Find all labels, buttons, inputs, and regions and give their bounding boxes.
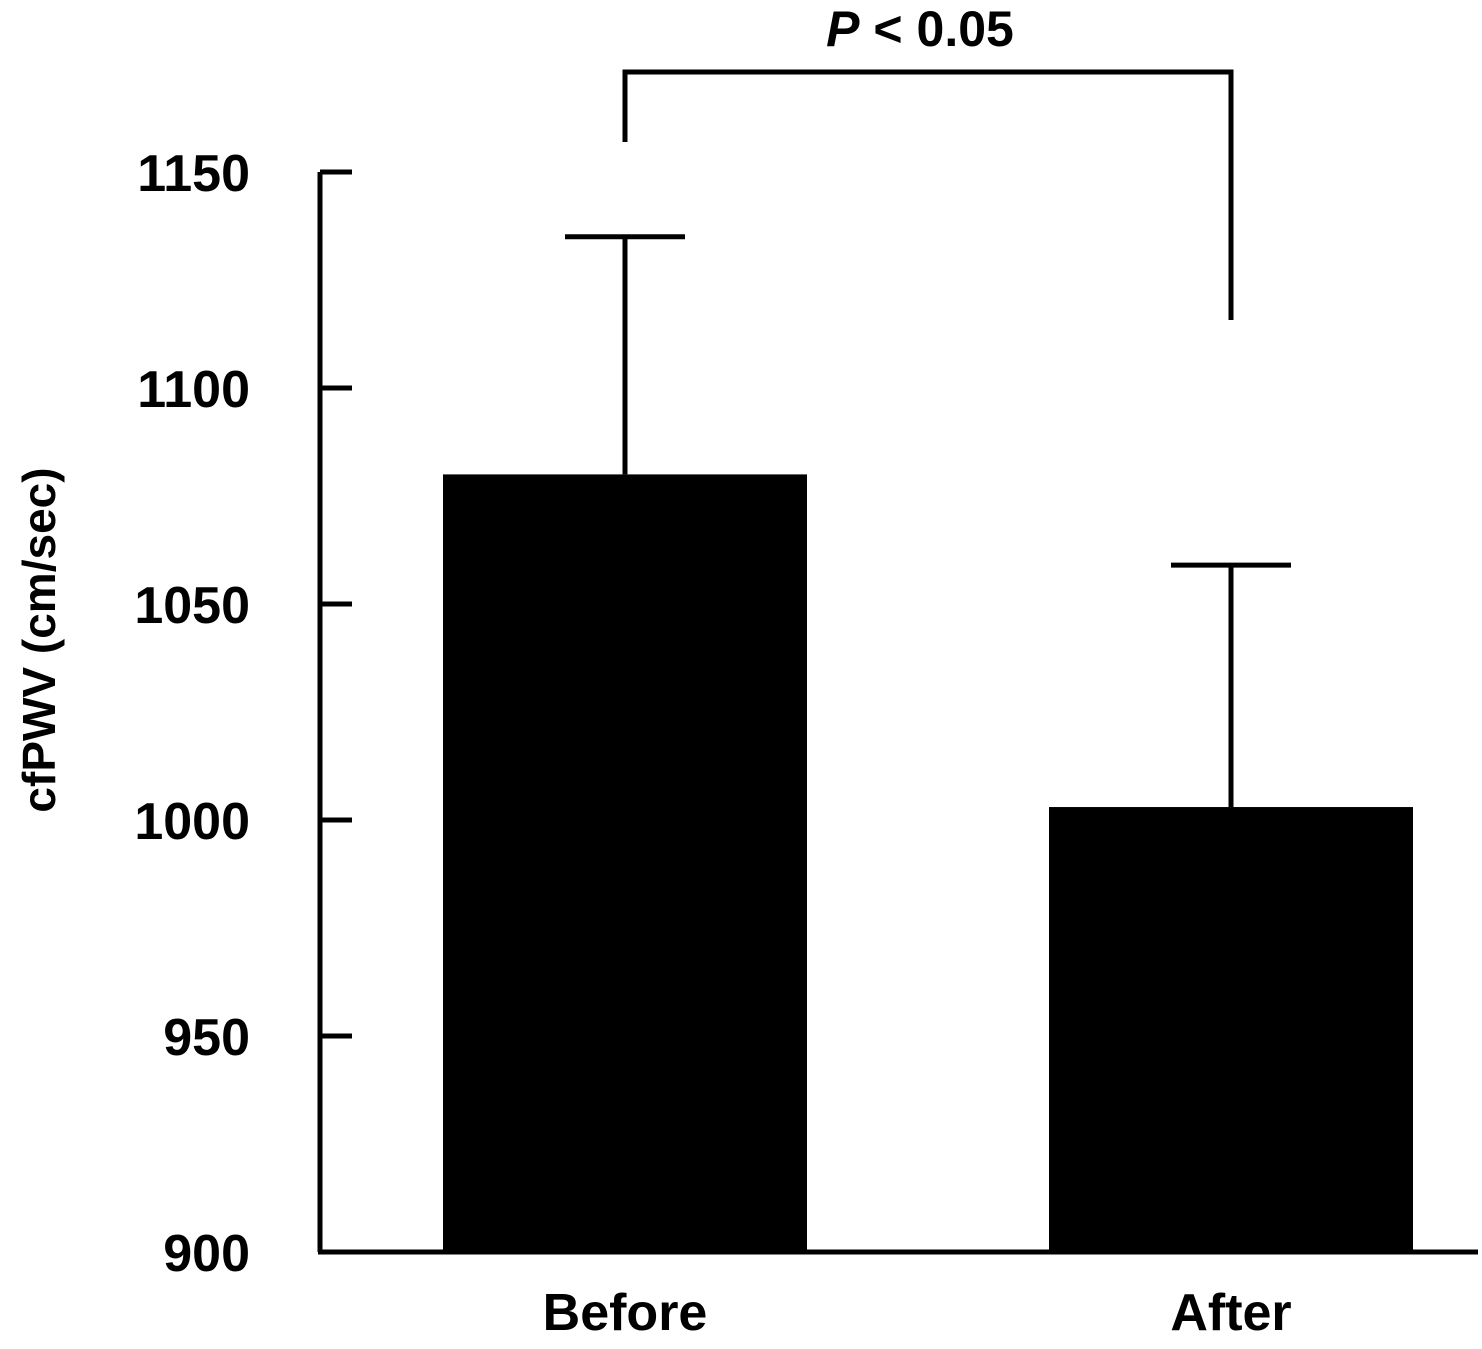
y-tick-label: 1100 [137, 361, 250, 419]
y-tick-label: 900 [163, 1225, 250, 1283]
axes [317, 172, 1478, 1255]
p-threshold: < 0.05 [860, 1, 1014, 57]
y-tick-label: 1050 [134, 577, 250, 635]
bar-after [1049, 807, 1413, 1252]
x-category-label: Before [543, 1284, 708, 1342]
category-labels: Before After [543, 1284, 1292, 1342]
y-tick-label: 1000 [134, 793, 250, 851]
significance-annotation: P < 0.05 [622, 1, 1234, 320]
x-category-label: After [1170, 1284, 1291, 1342]
y-tick-label: 950 [163, 1009, 250, 1067]
bar-before [443, 474, 807, 1252]
significance-label: P < 0.05 [826, 1, 1014, 57]
y-tick-label: 1150 [137, 145, 250, 203]
y-ticks: 900 950 1000 1050 1100 1150 [134, 145, 352, 1283]
p-symbol: P [826, 1, 860, 57]
bars [443, 474, 1413, 1252]
y-axis-label: cfPWV (cm/sec) [13, 467, 65, 812]
significance-bracket [622, 69, 1234, 320]
error-bars [565, 234, 1291, 808]
